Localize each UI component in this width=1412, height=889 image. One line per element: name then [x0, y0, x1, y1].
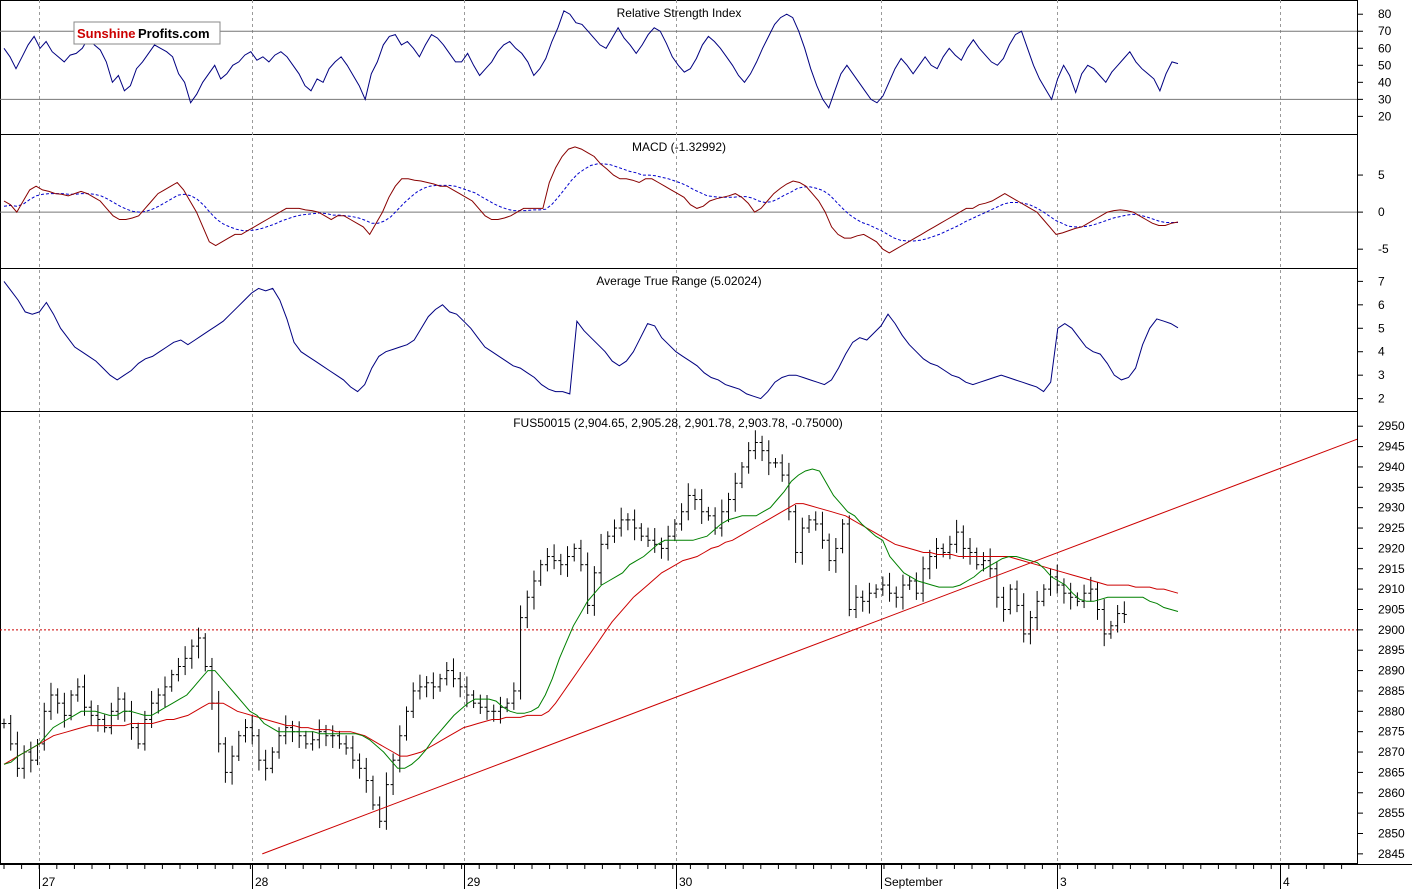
price-tick-label: 2865 — [1378, 765, 1405, 779]
atr-tick-label: 3 — [1378, 368, 1385, 382]
price-panel: FUS50015 (2,904.65, 2,905.28, 2,901.78, … — [0, 416, 1405, 861]
atr-tick-label: 4 — [1378, 345, 1385, 359]
price-tick-label: 2935 — [1378, 480, 1405, 494]
price-tick-label: 2930 — [1378, 501, 1405, 515]
price-tick-label: 2855 — [1378, 806, 1405, 820]
price-tick-label: 2875 — [1378, 725, 1405, 739]
date-label: September — [884, 875, 943, 889]
price-title: FUS50015 (2,904.65, 2,905.28, 2,901.78, … — [513, 416, 843, 430]
rsi-tick-label: 80 — [1378, 7, 1392, 21]
atr-tick-label: 2 — [1378, 392, 1385, 406]
macd-panel: MACD (-1.32992) -5 0 5 — [0, 140, 1389, 256]
rsi-tick-label: 60 — [1378, 41, 1392, 55]
price-tick-label: 2895 — [1378, 643, 1405, 657]
macd-signal-line — [3, 163, 1178, 242]
logo-box — [73, 21, 221, 45]
price-ma-short — [3, 468, 1179, 769]
atr-tick-label: 5 — [1378, 321, 1385, 335]
price-ma-long — [3, 503, 1179, 765]
price-tick-label: 2925 — [1378, 521, 1405, 535]
rsi-tick-label: 50 — [1378, 58, 1392, 72]
price-tick-label: 2870 — [1378, 745, 1405, 759]
macd-tick-label: 5 — [1378, 168, 1385, 182]
day-gridlines — [39, 0, 1281, 864]
atr-title: Average True Range (5.02024) — [596, 274, 761, 288]
macd-title: MACD (-1.32992) — [632, 140, 726, 154]
atr-line — [3, 281, 1179, 400]
date-label: 3 — [1060, 875, 1067, 889]
atr-panel: Average True Range (5.02024) 2 3 4 5 6 7 — [3, 274, 1385, 406]
logo-brand-red: Sunshine — [77, 26, 136, 41]
date-label: 4 — [1283, 875, 1290, 889]
price-tick-label: 2915 — [1378, 562, 1405, 576]
price-tick-label: 2845 — [1378, 847, 1405, 861]
rsi-tick-label: 40 — [1378, 75, 1392, 89]
price-tick-label: 2945 — [1378, 440, 1405, 454]
rsi-panel: Relative Strength Index 20 30 40 50 60 70 80 — [0, 6, 1392, 123]
atr-tick-label: 7 — [1378, 274, 1385, 288]
price-tick-label: 2920 — [1378, 541, 1405, 555]
macd-tick-label: -5 — [1378, 242, 1389, 256]
date-label: 27 — [42, 875, 56, 889]
date-label: 28 — [255, 875, 269, 889]
atr-tick-label: 6 — [1378, 298, 1385, 312]
price-tick-label: 2910 — [1378, 582, 1405, 596]
price-tick-label: 2940 — [1378, 460, 1405, 474]
plot-border — [0, 0, 1358, 864]
price-tick-label: 2850 — [1378, 826, 1405, 840]
price-tick-label: 2905 — [1378, 602, 1405, 616]
price-tick-label: 2860 — [1378, 786, 1405, 800]
panel-frames — [0, 0, 1412, 865]
price-tick-label: 2880 — [1378, 704, 1405, 718]
price-tick-label: 2890 — [1378, 664, 1405, 678]
sunshine-profits-logo: Sunshine Profits.com — [73, 21, 221, 45]
rsi-line — [3, 10, 1179, 109]
date-label: 29 — [467, 875, 481, 889]
date-label: 30 — [679, 875, 693, 889]
rsi-title: Relative Strength Index — [617, 6, 742, 20]
rsi-tick-label: 70 — [1378, 24, 1392, 38]
rsi-tick-label: 30 — [1378, 92, 1392, 106]
logo-brand-black: Profits.com — [138, 26, 210, 41]
price-tick-label: 2885 — [1378, 684, 1405, 698]
price-trend-line — [262, 438, 1357, 855]
date-axis: 27 28 29 30 September 3 4 — [3, 864, 1343, 889]
price-tick-label: 2950 — [1378, 419, 1405, 433]
macd-line — [3, 146, 1179, 254]
price-tick-label: 2900 — [1378, 623, 1405, 637]
macd-tick-label: 0 — [1378, 205, 1385, 219]
rsi-tick-label: 20 — [1378, 109, 1392, 123]
